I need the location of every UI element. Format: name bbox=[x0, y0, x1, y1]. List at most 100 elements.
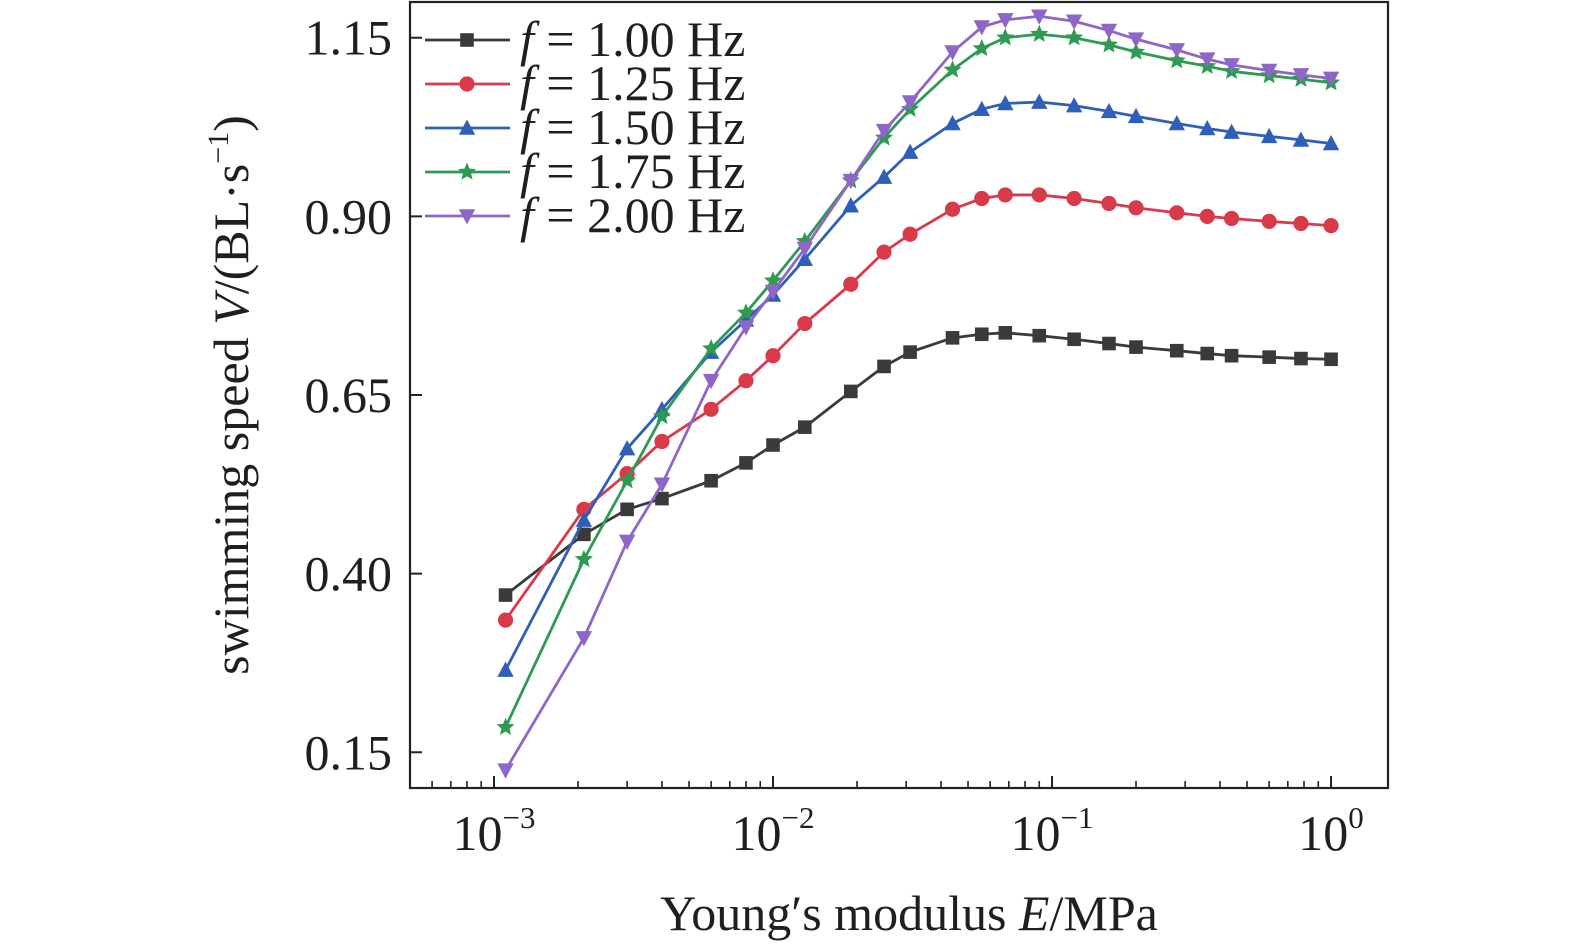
series-1 bbox=[498, 326, 1338, 602]
series-2 bbox=[497, 187, 1339, 628]
series-3-point bbox=[944, 115, 961, 131]
series-3 bbox=[497, 93, 1340, 677]
series-1-point bbox=[655, 491, 669, 506]
legend-item-5: f = 2.00 Hz bbox=[425, 187, 745, 243]
y-tick-label: 0.90 bbox=[305, 188, 393, 244]
legend-item-1: f = 1.00 Hz bbox=[425, 11, 745, 67]
legend-marker-1 bbox=[460, 33, 474, 47]
series-3-point bbox=[1199, 120, 1216, 136]
series-5-point bbox=[944, 45, 961, 61]
series-1-point bbox=[1169, 343, 1184, 358]
series-3-point bbox=[901, 143, 919, 159]
series-2-point bbox=[765, 348, 781, 364]
series-5-point bbox=[1031, 9, 1048, 25]
series-1-point bbox=[998, 326, 1013, 340]
x-tick-label: 10−2 bbox=[732, 800, 815, 861]
series-2-point bbox=[1223, 210, 1240, 227]
series-4-point bbox=[996, 28, 1015, 46]
series-4-point bbox=[1126, 42, 1146, 60]
series-1-point bbox=[1102, 336, 1116, 351]
series-2-point bbox=[902, 226, 918, 242]
series-4-point bbox=[1099, 35, 1119, 53]
series-5-point bbox=[653, 477, 671, 493]
legend-marker-4 bbox=[457, 162, 477, 180]
series-3-point bbox=[997, 94, 1014, 111]
legend-item-3: f = 1.50 Hz bbox=[425, 99, 745, 155]
series-2-point bbox=[1101, 195, 1117, 212]
series-1-point bbox=[945, 331, 960, 345]
x-tick-label: 10−3 bbox=[453, 800, 536, 861]
series-2-point bbox=[997, 187, 1013, 203]
series-2-point bbox=[843, 276, 859, 292]
series-5-line bbox=[504, 14, 1333, 772]
series-2-point bbox=[876, 244, 892, 260]
series-3-point bbox=[618, 440, 636, 456]
series-4-point bbox=[763, 271, 783, 289]
legend-marker-3 bbox=[458, 119, 476, 135]
y-tick-label: 1.15 bbox=[305, 10, 393, 66]
series-2-point bbox=[944, 201, 961, 217]
series-5-point bbox=[1223, 58, 1240, 74]
series-1-point bbox=[974, 327, 989, 342]
legend-marker-5 bbox=[458, 209, 476, 225]
series-1-point bbox=[1067, 332, 1081, 347]
series-2-point bbox=[1293, 215, 1309, 232]
series-1-point bbox=[798, 420, 812, 434]
series-2-point bbox=[1323, 218, 1339, 234]
series-3-point bbox=[1100, 102, 1118, 119]
series-5-point bbox=[875, 123, 893, 140]
series-1-point bbox=[739, 456, 753, 470]
series-5-point bbox=[901, 95, 919, 111]
y-tick-label: 0.65 bbox=[305, 367, 393, 423]
series-2-point bbox=[1169, 205, 1185, 221]
y-axis-label-group: swimming speed V/(BL·s−1) bbox=[202, 115, 259, 675]
legend-label-3: f = 1.50 Hz bbox=[520, 99, 745, 155]
series-4-point bbox=[972, 38, 991, 57]
series-1-point bbox=[498, 588, 513, 602]
series-3-point bbox=[1260, 127, 1278, 144]
series-5-point bbox=[702, 373, 720, 390]
series-layer bbox=[496, 9, 1341, 779]
series-5-point bbox=[1168, 43, 1185, 59]
series-5-point bbox=[997, 13, 1014, 29]
series-5-point bbox=[796, 241, 814, 257]
series-2-point bbox=[738, 373, 754, 389]
series-4-point bbox=[1030, 24, 1049, 42]
legend-item-2: f = 1.25 Hz bbox=[425, 55, 745, 111]
series-1-point bbox=[1262, 350, 1276, 364]
series-5-point bbox=[1100, 23, 1118, 40]
series-3-point bbox=[796, 250, 814, 267]
legend-label-2: f = 1.25 Hz bbox=[520, 55, 745, 111]
series-4-point bbox=[943, 60, 962, 78]
legend-marker-2 bbox=[459, 76, 475, 92]
series-5-point bbox=[618, 534, 636, 550]
series-4-point bbox=[618, 471, 637, 489]
series-3-point bbox=[575, 511, 593, 527]
series-5-point bbox=[842, 173, 859, 190]
series-1-point bbox=[903, 345, 917, 359]
x-tick-label: 10−1 bbox=[1011, 800, 1094, 861]
series-1-point bbox=[1129, 340, 1143, 354]
series-5-point bbox=[1260, 63, 1278, 80]
series-4-point bbox=[702, 339, 721, 357]
axis-ticks: 0.15 0.40 0.65 0.90 1.15 10−3 10−2 10−1 100 bbox=[305, 10, 1364, 861]
series-5-point bbox=[1292, 68, 1310, 84]
series-2-point bbox=[797, 315, 813, 332]
series-4-point bbox=[496, 717, 515, 735]
series-2-point bbox=[654, 433, 670, 450]
series-4-point bbox=[652, 406, 672, 425]
legend: f = 1.00 Hzf = 1.25 Hzf = 1.50 Hzf = 1.7… bbox=[425, 11, 745, 243]
series-3-point bbox=[842, 197, 859, 213]
series-2-point bbox=[1199, 208, 1215, 224]
series-5-point bbox=[575, 631, 593, 647]
series-1-point bbox=[620, 502, 634, 517]
y-axis-label: swimming speed V/(BL·s−1) bbox=[202, 115, 259, 675]
series-2-point bbox=[1128, 200, 1144, 216]
series-5-point bbox=[1322, 71, 1340, 87]
legend-label-5: f = 2.00 Hz bbox=[520, 187, 745, 243]
series-1-point bbox=[1224, 348, 1239, 363]
series-3-point bbox=[497, 661, 514, 677]
series-3-point bbox=[1031, 93, 1048, 109]
